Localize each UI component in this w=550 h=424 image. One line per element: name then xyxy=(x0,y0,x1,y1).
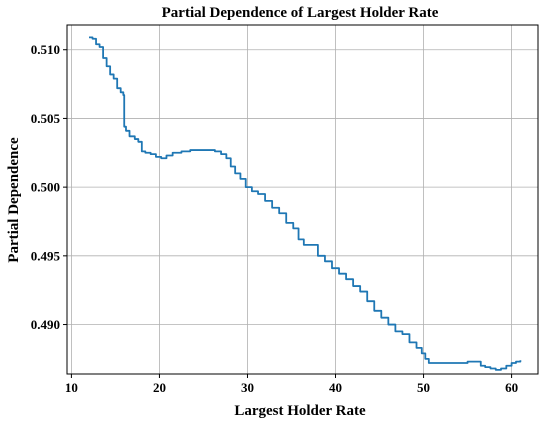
x-axis-label: Largest Holder Rate xyxy=(234,403,366,419)
y-tick-label: 0.490 xyxy=(31,317,60,332)
grid xyxy=(67,25,538,374)
y-tick-label: 0.495 xyxy=(31,248,61,263)
x-tick-label: 50 xyxy=(417,380,430,395)
partial-dependence-line xyxy=(89,36,522,371)
y-tick-label: 0.500 xyxy=(31,180,60,195)
ticks: 10 20 30 40 50 60 0.490 0.495 0.500 0.505 0.510 xyxy=(31,42,518,395)
y-tick-label: 0.505 xyxy=(31,111,61,126)
y-tick-label: 0.510 xyxy=(31,42,60,57)
x-tick-label: 10 xyxy=(65,380,78,395)
chart-title: Partial Dependence of Largest Holder Rat… xyxy=(162,5,439,21)
x-tick-label: 30 xyxy=(241,380,254,395)
plot-frame xyxy=(66,24,539,375)
x-tick-label: 40 xyxy=(329,380,342,395)
series-layer xyxy=(89,36,522,371)
x-tick-label: 20 xyxy=(153,380,166,395)
x-tick-label: 60 xyxy=(505,380,518,395)
y-axis-label: Partial Dependence xyxy=(6,137,22,263)
